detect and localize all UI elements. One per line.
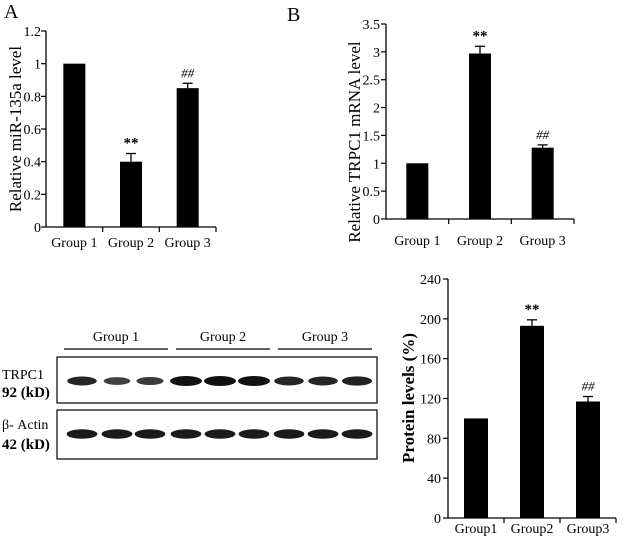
- blot-band: [170, 376, 202, 386]
- y-tick-label: 1.5: [363, 129, 381, 144]
- blot-row-size-actin: 42 (kD): [2, 437, 50, 453]
- blot-band: [204, 376, 236, 386]
- y-tick-label: 2.5: [363, 74, 381, 89]
- y-tick-label: 0.6: [24, 123, 42, 138]
- blot-group-label: Group 2: [200, 330, 246, 345]
- y-tick-label: 0.2: [24, 188, 42, 203]
- blot-band: [134, 429, 166, 439]
- x-tick-label: Group 1: [394, 234, 440, 249]
- y-axis-title: Relative TRPC1 mRNA level: [345, 41, 364, 243]
- y-tick-label: 80: [427, 432, 441, 447]
- x-tick-label: Group 3: [520, 234, 566, 249]
- x-tick-label: Group 2: [457, 234, 503, 249]
- y-tick-label: 120: [420, 393, 441, 408]
- blot-band: [308, 376, 338, 386]
- blot-band: [66, 429, 98, 439]
- y-tick-label: 240: [420, 273, 441, 288]
- y-axis-title: Protein levels (%): [399, 333, 418, 463]
- significance-label: ##: [181, 65, 195, 80]
- blot-group-label: Group 3: [302, 330, 348, 345]
- y-tick-label: 0: [34, 221, 41, 236]
- blot-band: [170, 429, 202, 439]
- blot-band: [238, 376, 270, 386]
- bar: [520, 325, 544, 518]
- y-tick-label: 40: [427, 472, 441, 487]
- y-tick-label: 2: [373, 102, 380, 117]
- y-tick-label: 200: [420, 313, 441, 328]
- y-tick-label: 1: [373, 157, 380, 172]
- bar: [469, 53, 491, 220]
- bar: [176, 88, 199, 228]
- chart-protein-levels: 0 40 80 120 160 200 240 Group1 Group2 ** Group3 ## P…: [399, 273, 617, 537]
- bar: [63, 63, 86, 227]
- blot-band: [101, 429, 133, 439]
- y-tick-label: 3.5: [363, 18, 381, 33]
- significance-label: **: [473, 28, 488, 44]
- y-tick-label: 1: [34, 58, 41, 73]
- chart-b: 0 0.5 1 1.5 2 2.5 3 3.5 Group 1 Group 2 ** Group 3 #…: [345, 18, 575, 249]
- significance-label: **: [124, 136, 139, 152]
- blot-row-size-trpc1: 92 (kD): [2, 385, 50, 401]
- y-axis-title: Relative miR-135a level: [6, 46, 25, 212]
- blot-band: [273, 429, 305, 439]
- y-tick-label: 160: [420, 353, 441, 368]
- blot-group-label: Group 1: [93, 330, 139, 345]
- x-tick-label: Group 2: [108, 236, 154, 251]
- blot-band: [238, 429, 270, 439]
- panel-a-label: A: [4, 1, 19, 23]
- significance-label: **: [525, 302, 540, 318]
- significance-label: ##: [582, 379, 596, 394]
- blot-box-trpc1: [56, 356, 378, 404]
- bar: [531, 147, 554, 219]
- blot-box-actin: [56, 409, 378, 460]
- y-tick-label: 0.8: [24, 90, 42, 105]
- blot-row-label-actin: β- Actin: [2, 418, 48, 433]
- blot-band: [274, 376, 304, 386]
- chart-a: 0 0.2 0.4 0.6 0.8 1 1.2 Group 1 Group 2 ** Group 3…: [6, 25, 217, 251]
- significance-label: ##: [536, 127, 550, 142]
- y-tick-label: 3: [373, 46, 380, 61]
- x-tick-label: Group1: [455, 522, 498, 537]
- blot-band: [204, 429, 236, 439]
- blot-band: [136, 377, 164, 385]
- y-tick-label: 0: [373, 213, 380, 228]
- western-blot: Group 1 Group 2 Group 3 TRPC1 92 (kD) β- A…: [2, 330, 378, 460]
- blot-band: [341, 429, 373, 439]
- panel-b-label: B: [287, 4, 300, 26]
- blot-band: [103, 377, 131, 385]
- bar: [120, 161, 142, 227]
- y-tick-label: 0.5: [363, 185, 381, 200]
- x-tick-label: Group 3: [165, 236, 211, 251]
- y-tick-label: 0: [434, 512, 441, 527]
- bar: [464, 418, 488, 518]
- y-tick-label: 1.2: [24, 25, 42, 40]
- bar: [576, 401, 600, 518]
- blot-bands: [66, 376, 373, 439]
- y-tick-label: 0.4: [24, 156, 42, 171]
- x-tick-label: Group 1: [51, 236, 97, 251]
- x-tick-label: Group2: [511, 522, 554, 537]
- bar: [406, 163, 429, 219]
- blot-band: [307, 429, 339, 439]
- blot-group-headers: Group 1 Group 2 Group 3: [64, 330, 372, 350]
- x-tick-label: Group3: [567, 522, 610, 537]
- blot-row-label-trpc1: TRPC1: [2, 368, 44, 383]
- blot-band: [67, 376, 97, 386]
- blot-band: [341, 376, 373, 386]
